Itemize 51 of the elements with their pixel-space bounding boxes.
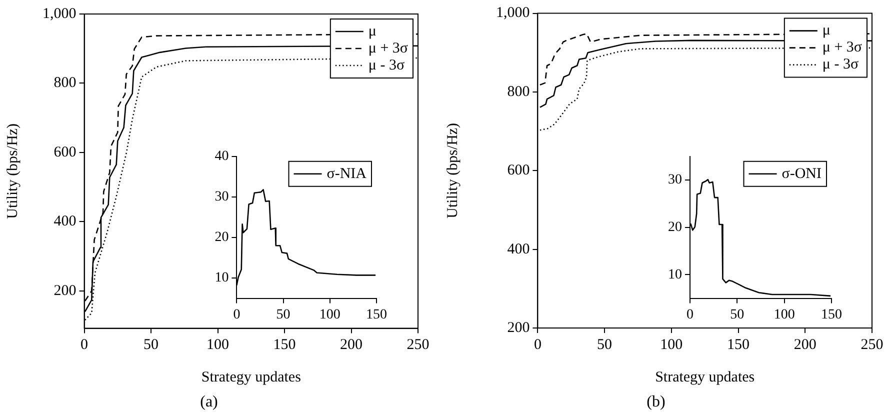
x-tick-label: 150	[727, 336, 750, 353]
text: (b)	[646, 394, 666, 411]
x-tick-label: 0	[534, 336, 542, 353]
x-tick-label: 50	[144, 337, 159, 354]
x-tick-label: 150	[366, 307, 387, 322]
x-tick-label: 150	[821, 307, 842, 322]
y-tick-label: 200	[54, 282, 76, 299]
y-tick-label: 800	[54, 75, 76, 92]
x-tick-label: 50	[730, 307, 744, 322]
legend-label: μ	[822, 22, 830, 39]
x-axis-title: Strategy updates	[201, 370, 302, 386]
text: (a)	[200, 394, 218, 411]
y-axis-title: Utility (bps/Hz)	[4, 123, 21, 219]
y-tick-label: 40	[214, 149, 229, 164]
y-tick-label: 30	[668, 172, 682, 188]
x-tick-label: 250	[860, 336, 884, 353]
x-tick-label: 100	[774, 307, 795, 322]
y-tick-label: 800	[507, 84, 530, 100]
y-tick-label: 200	[507, 320, 530, 336]
y-tick-label: 1,000	[42, 6, 76, 22]
y-tick-label: 600	[507, 162, 530, 179]
y-tick-label: 30	[214, 190, 229, 205]
x-axis-title: Strategy updates	[655, 370, 755, 386]
legend-label: σ-NIA	[326, 166, 367, 182]
y-tick-label: 1,000	[496, 5, 530, 22]
x-tick-label: 50	[597, 336, 612, 353]
x-tick-label: 100	[660, 336, 683, 353]
x-tick-label: 200	[340, 337, 363, 354]
x-tick-label: 0	[80, 337, 88, 354]
x-tick-label: 50	[276, 307, 290, 322]
x-tick-label: 150	[273, 337, 296, 354]
legend-label: μ - 3σ	[368, 57, 405, 74]
y-tick-label: 20	[668, 220, 682, 236]
legend-label: σ-ONI	[782, 166, 822, 182]
y-tick-label: 20	[214, 230, 229, 246]
x-tick-label: 0	[233, 307, 240, 322]
y-tick-label: 600	[54, 144, 76, 160]
legend-label: μ - 3σ	[822, 56, 859, 73]
legend-label: μ	[368, 23, 376, 40]
y-axis-title: Utility (bps/Hz)	[444, 122, 461, 218]
legend-label: μ + 3σ	[368, 40, 408, 56]
y-tick-label: 400	[507, 241, 530, 258]
legend-label: μ + 3σ	[822, 40, 862, 56]
x-tick-label: 100	[319, 307, 340, 322]
x-tick-label: 250	[406, 337, 430, 354]
x-tick-label: 100	[206, 337, 230, 354]
x-tick-label: 0	[686, 307, 694, 322]
y-tick-label: 10	[668, 267, 682, 282]
x-tick-label: 200	[794, 336, 816, 353]
y-tick-label: 10	[214, 270, 229, 286]
y-tick-label: 400	[54, 214, 76, 230]
